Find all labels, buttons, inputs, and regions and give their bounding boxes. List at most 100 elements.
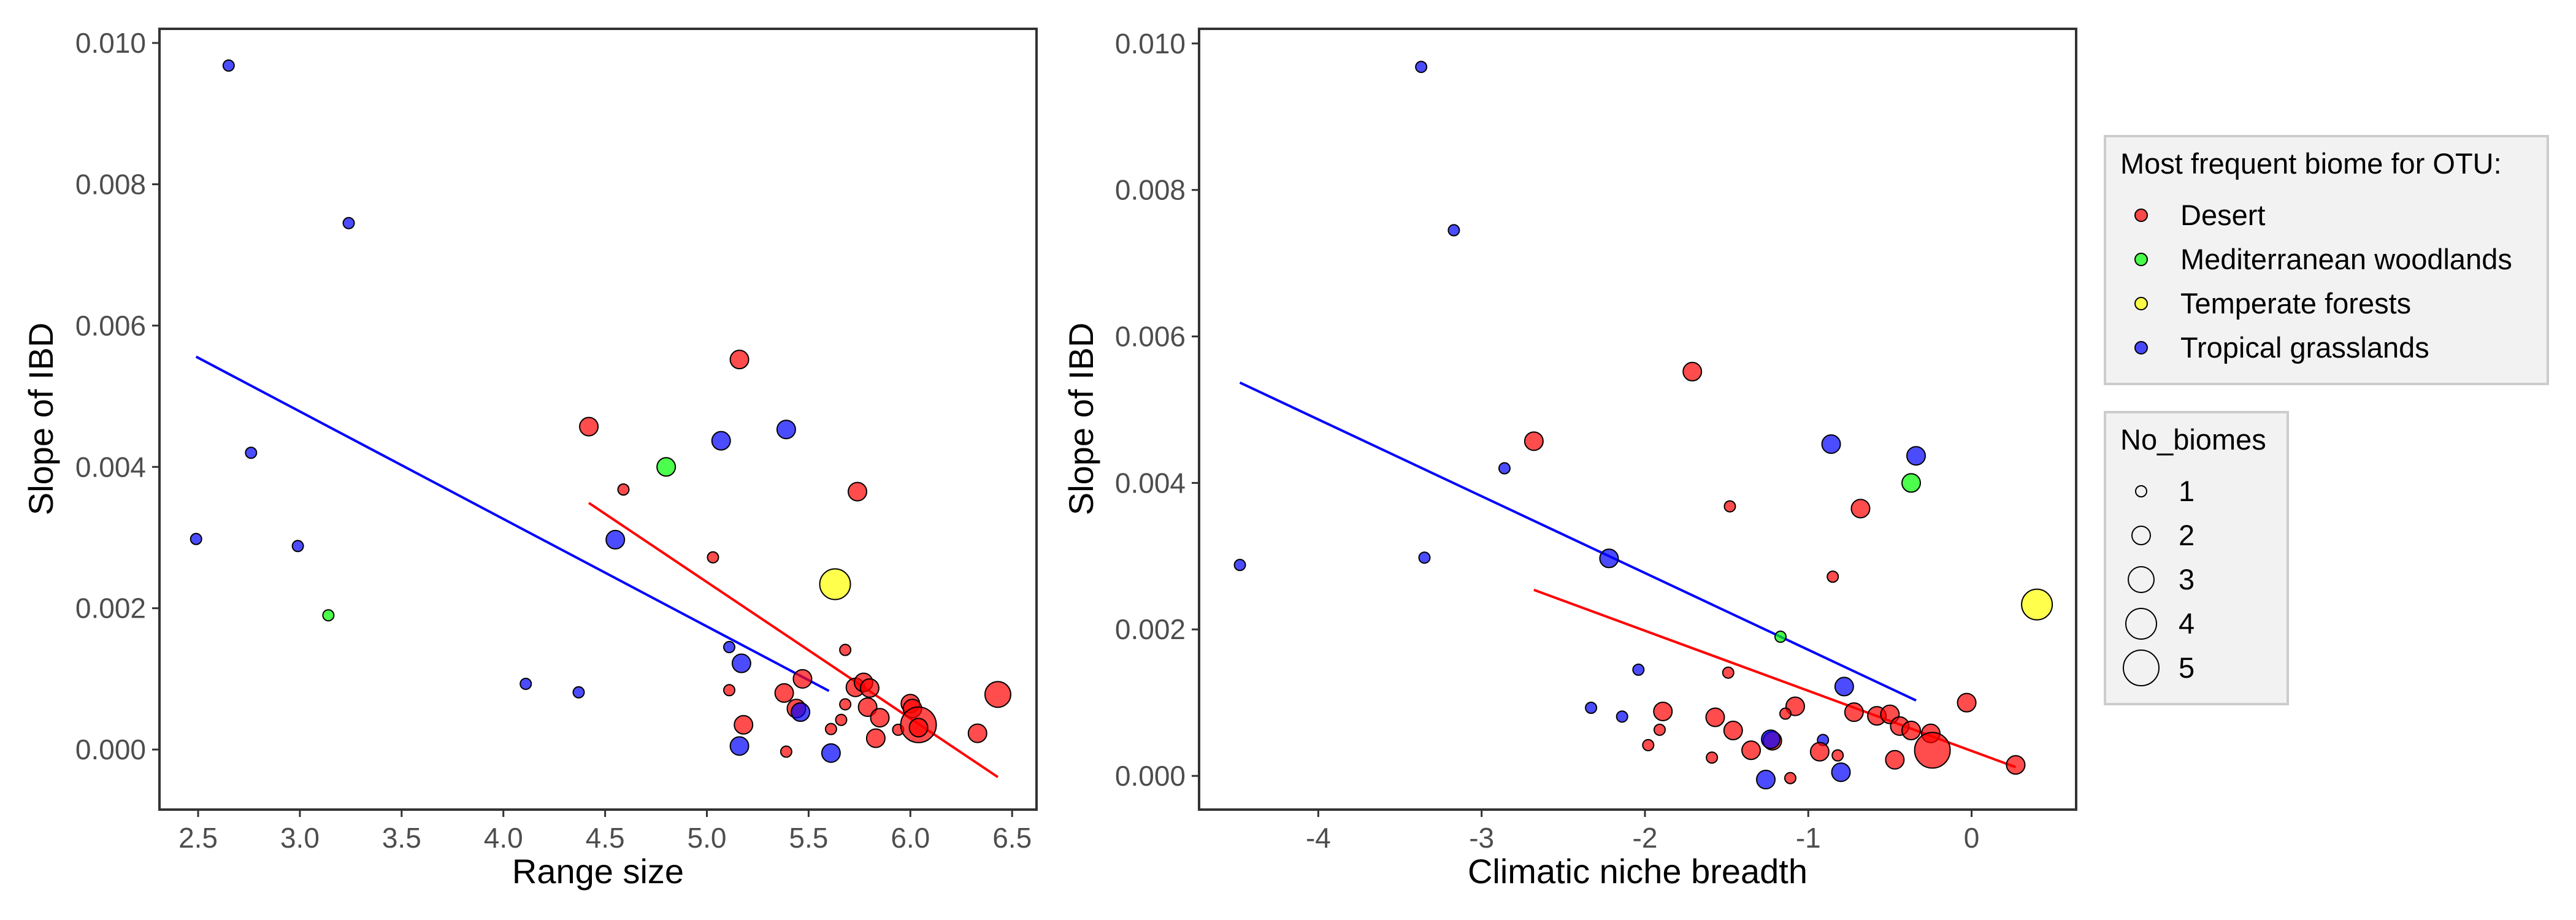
point-desert xyxy=(1779,707,1792,720)
point-desert xyxy=(865,728,886,748)
point-tropical-grasslands xyxy=(729,736,749,756)
point-desert xyxy=(734,715,754,735)
point-desert xyxy=(1901,721,1922,741)
x-tick-label: -3 xyxy=(1469,822,1494,854)
x-tick-label: 5.5 xyxy=(789,822,828,854)
legend-biome: Most frequent biome for OTU: Desert Medi… xyxy=(2104,135,2549,385)
y-tick-label: 0.010 xyxy=(75,27,146,59)
legend-biome-item: Mediterranean woodlands xyxy=(2134,243,2512,275)
legend-biome-item: Temperate forests xyxy=(2134,287,2411,320)
point-tropical-grasslands xyxy=(342,217,355,229)
y-tick-label: 0.004 xyxy=(75,451,146,483)
point-tropical-grasslands xyxy=(1415,61,1428,74)
plot-frame xyxy=(158,28,1038,811)
point-tropical-grasslands xyxy=(1447,224,1460,237)
x-axis-title: Climatic niche breadth xyxy=(1468,852,1807,891)
point-tropical-grasslands xyxy=(1498,462,1511,475)
point-tropical-grasslands xyxy=(605,529,626,550)
legend-size-label: 2 xyxy=(2179,519,2195,551)
point-desert xyxy=(1642,738,1655,751)
point-temperate-forests xyxy=(2021,588,2053,621)
y-tick-label: 0.002 xyxy=(1115,613,1186,645)
legend-label: Tropical grasslands xyxy=(2180,331,2429,364)
point-desert xyxy=(1741,740,1761,761)
point-desert xyxy=(1885,749,1905,770)
point-tropical-grasslands xyxy=(291,540,304,553)
point-tropical-grasslands xyxy=(1756,770,1776,790)
point-desert xyxy=(1706,751,1719,764)
point-tropical-grasslands xyxy=(222,59,235,72)
point-tropical-grasslands xyxy=(1418,551,1431,564)
point-desert xyxy=(792,669,813,689)
point-tropical-grasslands xyxy=(1834,677,1854,697)
y-tick-label: 0.008 xyxy=(1115,174,1186,206)
point-tropical-grasslands xyxy=(572,686,585,699)
y-tick-label: 0.004 xyxy=(1115,467,1186,499)
legend-biome-box xyxy=(2104,135,2549,385)
legend-size-key-1 xyxy=(2135,485,2147,497)
point-desert xyxy=(870,708,890,728)
point-desert xyxy=(729,350,749,370)
point-desert xyxy=(1784,772,1796,784)
point-mediterranean-woodlands xyxy=(1901,473,1922,493)
point-tropical-grasslands xyxy=(190,532,202,545)
point-tropical-grasslands xyxy=(711,431,731,451)
point-tropical-grasslands xyxy=(1233,559,1246,572)
x-tick-label: 3.0 xyxy=(280,822,320,854)
legend-size-key-4 xyxy=(2125,608,2157,640)
panel-niche-breadth: 0.000 0.002 0.004 0.006 0.008 0.010 -4 -3 -2 -1 0… xyxy=(1062,28,2077,891)
y-tick-label: 0.006 xyxy=(75,310,146,342)
point-desert xyxy=(848,481,868,502)
point-desert xyxy=(1957,692,1977,713)
x-tick-label: 2.5 xyxy=(178,822,218,854)
trend-line-tropical-grasslands xyxy=(1239,381,1917,702)
legend-biome-title: Most frequent biome for OTU: xyxy=(2120,147,2502,180)
legend-size-label: 3 xyxy=(2179,563,2195,596)
point-desert xyxy=(1682,361,1703,381)
x-axis: 2.5 3.0 3.5 4.0 4.5 5.0 5.5 6.0 6.5 xyxy=(178,810,1032,854)
legend-key-mediterranean xyxy=(2134,253,2148,266)
point-tropical-grasslands xyxy=(1632,663,1645,676)
x-axis-title: Range size xyxy=(512,852,684,891)
legend-size-box xyxy=(2104,411,2289,705)
x-tick-label: -2 xyxy=(1633,822,1658,854)
x-tick-label: -1 xyxy=(1796,822,1821,854)
x-tick-label: 6.5 xyxy=(992,822,1032,854)
point-desert xyxy=(1653,701,1673,721)
point-tropical-grasslands xyxy=(1831,762,1851,783)
legend-size-label: 5 xyxy=(2179,651,2195,684)
point-tropical-grasslands xyxy=(1906,446,1926,466)
legend-size-label: 4 xyxy=(2179,607,2195,640)
y-axis-title: Slope of IBD xyxy=(21,323,60,515)
y-axis-title: Slope of IBD xyxy=(1062,323,1100,515)
point-desert xyxy=(824,723,837,735)
legend-biome-item: Tropical grasslands xyxy=(2134,331,2429,364)
legend-label: Mediterranean woodlands xyxy=(2180,243,2512,275)
point-tropical-grasslands xyxy=(1616,710,1628,723)
point-desert xyxy=(839,643,852,656)
point-tropical-grasslands xyxy=(1599,548,1619,569)
legend-label: Desert xyxy=(2180,199,2265,231)
point-tropical-grasslands xyxy=(723,641,736,654)
point-tropical-grasslands xyxy=(1585,702,1598,715)
point-desert xyxy=(774,683,794,703)
legend-key-temperate xyxy=(2134,297,2148,310)
point-tropical-grasslands xyxy=(245,447,258,459)
legend-size-key-2 xyxy=(2131,526,2151,545)
legend-key-desert xyxy=(2134,209,2148,222)
point-tropical-grasslands xyxy=(731,653,751,673)
legend-label: Temperate forests xyxy=(2180,287,2411,320)
point-desert xyxy=(1722,666,1735,679)
point-tropical-grasslands xyxy=(791,702,811,723)
trend-line-tropical-grasslands xyxy=(195,355,830,692)
point-tropical-grasslands xyxy=(519,677,532,690)
legend-size-label: 1 xyxy=(2179,475,2195,507)
scatter-points xyxy=(190,59,1011,763)
point-desert xyxy=(1705,707,1725,727)
point-desert xyxy=(780,745,792,758)
point-desert xyxy=(839,698,852,711)
legend-size-key-3 xyxy=(2128,566,2155,593)
y-axis: 0.000 0.002 0.004 0.006 0.008 0.010 xyxy=(1115,28,1199,792)
legend-size-title: No_biomes xyxy=(2120,423,2266,456)
y-tick-label: 0.008 xyxy=(75,168,146,200)
